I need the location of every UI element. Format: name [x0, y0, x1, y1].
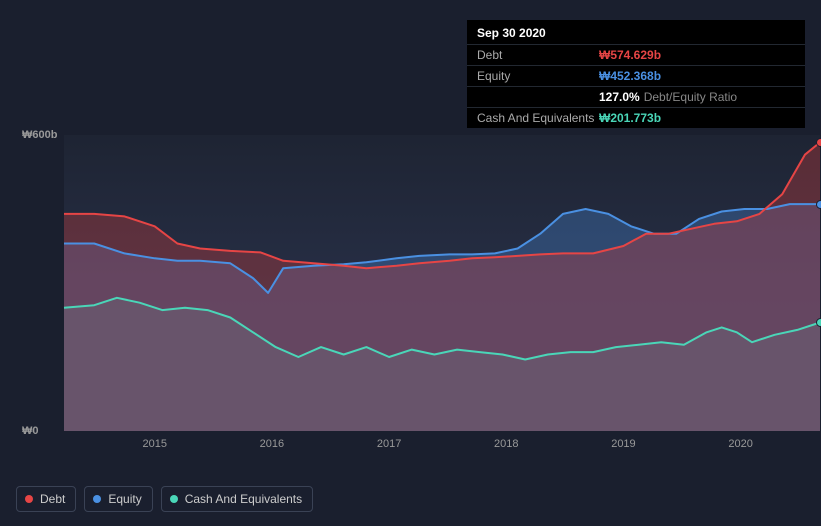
tooltip-row: Debt₩574.629b [467, 44, 805, 65]
tooltip-label: Equity [477, 69, 599, 83]
tooltip-value: ₩574.629b [599, 48, 661, 62]
chart-svg [64, 135, 820, 431]
legend-item[interactable]: Equity [84, 486, 152, 512]
chart-legend: Debt Equity Cash And Equivalents [16, 486, 313, 512]
tooltip-row: Equity₩452.368b [467, 65, 805, 86]
debt-equity-chart: ₩600b₩0 201520162017201820192020 [16, 120, 806, 440]
plot-area[interactable] [64, 135, 820, 431]
x-axis-label: 2016 [260, 438, 284, 450]
x-axis-label: 2015 [142, 438, 166, 450]
y-axis-label: ₩0 [22, 425, 39, 437]
legend-item[interactable]: Cash And Equivalents [161, 486, 313, 512]
chart-tooltip: Sep 30 2020 Debt₩574.629bEquity₩452.368b… [467, 20, 805, 128]
x-axis-label: 2017 [377, 438, 401, 450]
tooltip-extra: Debt/Equity Ratio [644, 90, 737, 104]
legend-dot-icon [170, 495, 178, 503]
tooltip-value: 127.0% [599, 90, 640, 104]
legend-item[interactable]: Debt [16, 486, 76, 512]
x-axis-label: 2020 [728, 438, 752, 450]
y-axis-label: ₩600b [22, 129, 57, 141]
series-area [64, 142, 820, 431]
legend-dot-icon [93, 495, 101, 503]
legend-dot-icon [25, 495, 33, 503]
series-end-marker [816, 138, 821, 147]
legend-label: Debt [40, 492, 65, 506]
tooltip-row: 127.0% Debt/Equity Ratio [467, 86, 805, 107]
series-end-marker [816, 200, 821, 209]
x-axis-label: 2019 [611, 438, 635, 450]
x-axis-label: 2018 [494, 438, 518, 450]
tooltip-label: Debt [477, 48, 599, 62]
tooltip-value: ₩452.368b [599, 69, 661, 83]
tooltip-date: Sep 30 2020 [467, 20, 805, 44]
legend-label: Equity [108, 492, 141, 506]
legend-label: Cash And Equivalents [185, 492, 302, 506]
